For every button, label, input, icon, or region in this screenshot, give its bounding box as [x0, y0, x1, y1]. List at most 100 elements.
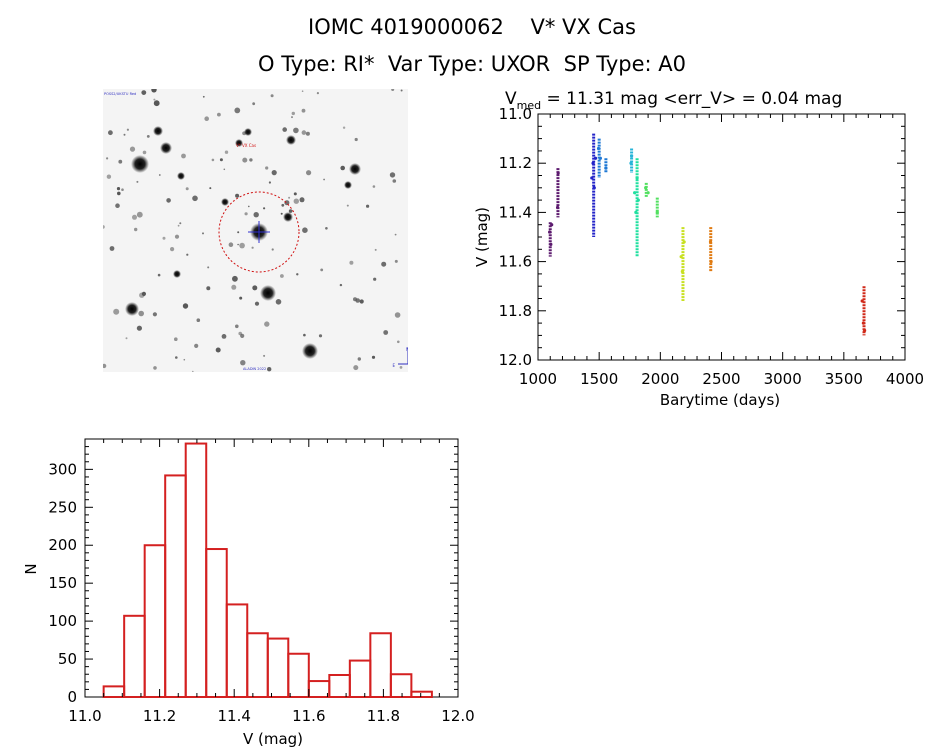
light-curve-title: Vmed = 11.31 mag <err_V> = 0.04 mag	[505, 89, 842, 112]
bright-star	[177, 172, 185, 180]
bright-star	[344, 181, 352, 189]
plot-title-star-id: IOMC 4019000062 V* VX Cas	[308, 15, 636, 39]
faint-star	[196, 318, 201, 322]
faint-star	[293, 127, 299, 134]
lc-data-point	[633, 191, 637, 195]
faint-star	[202, 95, 205, 98]
faint-star	[231, 284, 237, 290]
histogram-bar	[389, 673, 413, 698]
sky-image-panel: V* VX Cas POSS2/UKSTU Red N E ALADIN 202…	[103, 89, 408, 372]
faint-star	[209, 187, 212, 190]
faint-star	[394, 233, 397, 236]
faint-star	[373, 277, 377, 281]
hist-y-tick-label: 250	[48, 498, 77, 516]
title-subscript: med	[517, 99, 541, 112]
faint-star	[342, 126, 346, 129]
faint-star	[132, 214, 137, 220]
faint-star	[252, 285, 258, 291]
faint-star	[357, 357, 361, 361]
hist-x-tick-label: 11.4	[217, 707, 250, 725]
faint-star	[141, 291, 146, 296]
faint-star	[170, 247, 175, 252]
faint-star	[383, 330, 389, 335]
lc-y-tick-label: 11.6	[499, 253, 532, 271]
histogram-bar	[369, 632, 392, 699]
lc-data-point	[635, 176, 639, 180]
histogram-bar	[184, 442, 208, 698]
faint-star	[288, 209, 293, 213]
faint-star	[106, 174, 112, 179]
lc-x-tick-label: 2500	[702, 370, 740, 388]
image-label-aladin: ALADIN 2022	[243, 367, 266, 371]
faint-star	[125, 337, 128, 340]
faint-star	[138, 310, 144, 317]
faint-star	[242, 157, 248, 163]
faint-star	[141, 90, 147, 95]
histogram-bar	[164, 474, 187, 698]
faint-star	[254, 301, 260, 306]
bright-star	[260, 285, 276, 301]
faint-star	[353, 365, 359, 371]
faint-star	[303, 333, 306, 337]
faint-star	[206, 286, 211, 291]
faint-star	[136, 180, 139, 183]
faint-star	[182, 303, 189, 309]
faint-star	[234, 107, 241, 114]
hist-y-tick-label: 50	[58, 650, 77, 668]
hist-x-tick-label: 11.8	[367, 707, 400, 725]
faint-star	[265, 166, 269, 170]
faint-star	[224, 150, 229, 154]
image-label-survey: POSS2/UKSTU Red	[104, 92, 136, 96]
histogram-bar	[246, 632, 269, 699]
faint-star	[153, 98, 156, 101]
faint-star	[305, 131, 310, 136]
faint-star	[325, 227, 328, 230]
faint-star	[126, 128, 129, 131]
hist-y-tick-label: 150	[48, 574, 77, 592]
target-aperture-circle	[218, 191, 300, 273]
faint-star	[323, 178, 325, 181]
hist-y-tick-label: 300	[48, 460, 77, 478]
faint-star	[103, 363, 107, 369]
faint-star	[211, 158, 215, 162]
faint-star	[232, 275, 238, 282]
faint-star	[158, 174, 161, 176]
title-v: V	[505, 89, 517, 109]
faint-star	[146, 135, 150, 138]
faint-star	[372, 185, 376, 188]
faint-star	[121, 188, 124, 191]
faint-star	[263, 354, 266, 357]
faint-star	[374, 248, 377, 251]
lc-data-point	[604, 166, 608, 170]
faint-star	[302, 227, 308, 233]
faint-star	[202, 232, 204, 235]
faint-star	[186, 253, 189, 256]
faint-star	[291, 116, 293, 119]
star-field	[103, 89, 403, 372]
bright-star	[153, 126, 163, 136]
faint-star	[207, 266, 210, 269]
lc-data-point	[549, 242, 553, 246]
faint-star	[238, 331, 242, 336]
bright-star	[235, 139, 243, 147]
faint-star	[263, 207, 266, 210]
hist-y-tick-label: 100	[48, 612, 77, 630]
lc-data-point	[629, 154, 634, 158]
lc-y-tick-label: 11.2	[499, 154, 532, 172]
lc-data-point	[863, 328, 867, 333]
histogram-xlabel: V (mag)	[243, 730, 303, 747]
image-label-east: E	[392, 363, 395, 368]
faint-star	[157, 273, 161, 277]
faint-star	[129, 146, 136, 152]
bright-star	[221, 198, 229, 206]
bright-star	[244, 128, 252, 136]
faint-star	[162, 236, 166, 240]
faint-star	[239, 296, 243, 300]
bright-star	[286, 135, 296, 145]
lc-x-tick-label: 3000	[764, 370, 802, 388]
lc-y-tick-label: 12.0	[499, 351, 532, 369]
faint-star	[397, 340, 400, 344]
faint-star	[215, 347, 221, 353]
light-curve-ylabel: V (mag)	[473, 207, 491, 267]
faint-star	[192, 370, 194, 372]
